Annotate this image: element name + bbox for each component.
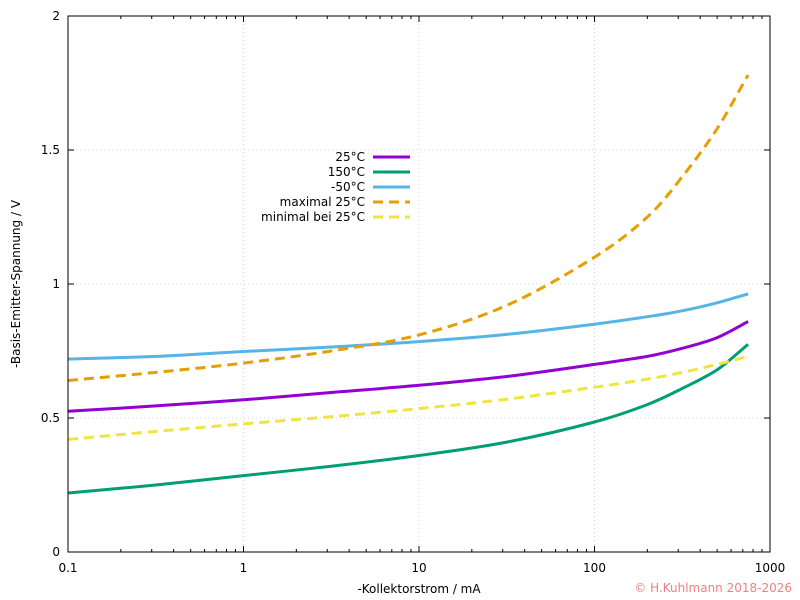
x-tick-label: 1 [240,561,248,575]
series-line-4 [67,354,749,441]
grid [68,16,770,552]
x-tick-label: 1000 [755,561,786,575]
axis-ticks: 0 0.5 1 1.5 2 0.1 1 10 100 1000 [41,9,785,575]
y-tick-label: 1.5 [41,143,60,157]
y-tick-label: 1 [52,277,60,291]
y-axis-label: -Basis-Emitter-Spannung / V [9,199,23,368]
series-line-3 [67,74,750,382]
x-tick-label: 100 [583,561,606,575]
legend-label: maximal 25°C [280,195,365,209]
series-line-1 [67,343,750,495]
legend-label: 150°C [328,165,365,179]
y-tick-label: 0.5 [41,411,60,425]
series-line-0 [67,320,749,413]
x-tick-label: 10 [411,561,426,575]
legend-label: -50°C [331,180,365,194]
series-line-2 [67,292,749,361]
legend-label: minimal bei 25°C [261,210,365,224]
plot-series [67,74,750,495]
copyright-notice: © H.Kuhlmann 2018-2026 [634,581,792,595]
y-tick-label: 0 [52,545,60,559]
x-axis-label: -Kollektorstrom / mA [357,582,481,596]
legend-label: 25°C [335,150,365,164]
x-tick-label: 0.1 [58,561,77,575]
y-tick-label: 2 [52,9,60,23]
